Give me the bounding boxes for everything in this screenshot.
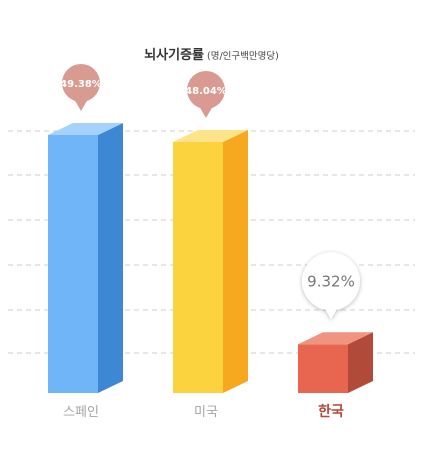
bar-side-usa bbox=[223, 129, 248, 393]
category-label-usa: 미국 bbox=[194, 405, 218, 420]
value-bubble-pointer-spain bbox=[74, 98, 88, 111]
category-label-korea: 한국 bbox=[318, 404, 344, 420]
value-bubble-korea bbox=[302, 252, 360, 320]
data-label-spain: 49.38% bbox=[60, 79, 102, 90]
bar-front-spain bbox=[48, 134, 98, 393]
chart-title: 뇌사기증률 bbox=[144, 48, 204, 63]
value-bubble-usa bbox=[187, 70, 225, 109]
chart-title-block: 뇌사기증률 (명/인구백만명당) bbox=[0, 44, 423, 63]
bar-top-usa bbox=[173, 129, 248, 142]
value-bubble-spain bbox=[62, 63, 100, 102]
chart-subtitle: (명/인구백만명당) bbox=[207, 51, 279, 62]
data-label-korea: 9.32% bbox=[307, 272, 355, 290]
value-bubble-pointer-usa bbox=[199, 105, 213, 118]
bar-side-korea bbox=[348, 332, 373, 393]
category-label-spain: 스페인 bbox=[63, 405, 99, 420]
bar-top-korea bbox=[298, 332, 373, 345]
bar-front-korea bbox=[298, 344, 348, 393]
bar-top-spain bbox=[48, 122, 123, 135]
bar-front-usa bbox=[173, 141, 223, 393]
data-label-usa: 48.04% bbox=[185, 86, 227, 97]
bar-side-spain bbox=[98, 122, 123, 393]
